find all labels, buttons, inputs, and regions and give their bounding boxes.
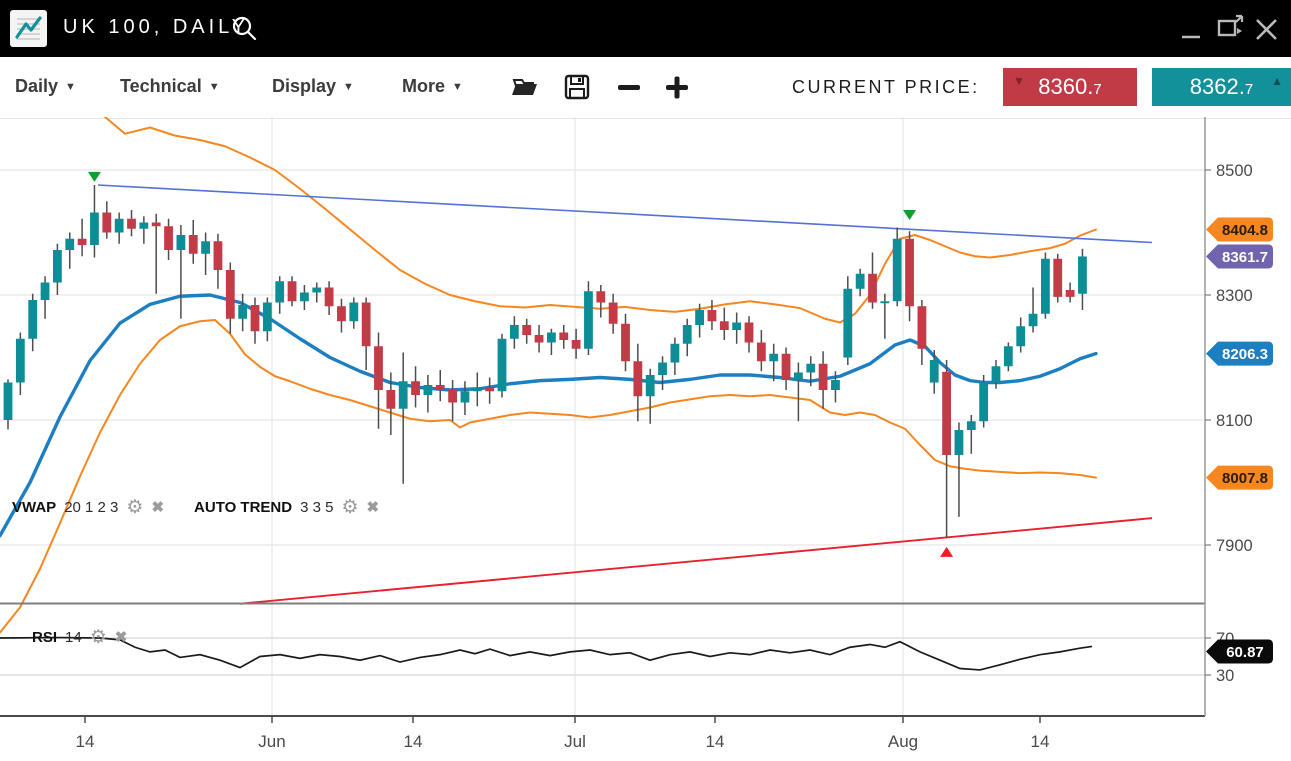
svg-text:8361.7: 8361.7 xyxy=(1222,249,1268,266)
svg-text:8007.8: 8007.8 xyxy=(1222,470,1268,487)
rsi-indicator-params: 14 xyxy=(65,629,82,646)
autotrend-indicator-params: 3 3 5 xyxy=(300,499,334,516)
vwap-settings-gear-icon[interactable]: ⚙ xyxy=(126,497,144,518)
price-tag: 8361.7 xyxy=(1206,244,1273,269)
indicator-legend-row: VWAP 20 1 2 3 ⚙ ✖ AUTO TREND 3 3 5 ⚙ ✖ xyxy=(12,498,379,517)
vwap-remove-icon[interactable]: ✖ xyxy=(151,499,165,516)
x-axis-labels: 14 Jun 14 Jul 14 Aug 14 xyxy=(76,716,1050,751)
open-folder-icon[interactable] xyxy=(510,72,540,102)
price-up-arrow-icon: ▲ xyxy=(1271,74,1283,88)
sell-price-frac: 7 xyxy=(1093,81,1102,98)
svg-text:Aug: Aug xyxy=(888,732,918,751)
minimize-icon[interactable] xyxy=(1176,12,1208,44)
svg-text:Jul: Jul xyxy=(564,732,586,751)
buy-price-frac: 7 xyxy=(1244,81,1254,98)
vwap-indicator-label: VWAP xyxy=(12,499,57,516)
buy-price-button[interactable]: 8362.7 ▲ xyxy=(1152,68,1291,106)
menu-more[interactable]: More ▼ xyxy=(402,76,463,97)
autotrend-remove-icon[interactable]: ✖ xyxy=(366,499,380,516)
title-bar: UK 100, DAILY xyxy=(0,0,1291,57)
svg-text:14: 14 xyxy=(706,732,725,751)
signal-down-arrow xyxy=(87,171,101,182)
price-tag: 8007.8 xyxy=(1206,465,1273,490)
svg-text:8300: 8300 xyxy=(1216,287,1253,305)
app-logo-icon xyxy=(10,10,47,47)
menu-timeframe-label: Daily xyxy=(15,76,59,96)
price-tag: 8404.8 xyxy=(1206,217,1273,242)
menu-display-label: Display xyxy=(272,76,337,96)
buy-price-value: 8362. xyxy=(1189,74,1245,99)
chart-title: UK 100, DAILY xyxy=(63,16,250,38)
trendline-support xyxy=(239,517,1153,605)
zoom-in-icon[interactable] xyxy=(662,72,692,102)
svg-text:8500: 8500 xyxy=(1216,162,1253,180)
rsi-settings-gear-icon[interactable]: ⚙ xyxy=(89,627,107,648)
svg-text:14: 14 xyxy=(1031,732,1050,751)
toolbar: Daily ▼ Technical ▼ Display ▼ More ▼ CURRENT… xyxy=(0,57,1291,119)
svg-text:8100: 8100 xyxy=(1216,412,1253,430)
svg-text:60.87: 60.87 xyxy=(1226,644,1264,661)
autotrend-settings-gear-icon[interactable]: ⚙ xyxy=(341,497,359,518)
svg-text:14: 14 xyxy=(404,732,423,751)
svg-text:14: 14 xyxy=(76,732,95,751)
svg-text:8404.8: 8404.8 xyxy=(1222,222,1268,239)
signal-down-arrow xyxy=(903,210,917,220)
rsi-remove-icon[interactable]: ✖ xyxy=(114,629,128,646)
price-tag: 60.87 xyxy=(1206,639,1273,664)
chevron-down-icon: ▼ xyxy=(452,81,463,93)
svg-text:8206.3: 8206.3 xyxy=(1222,346,1268,363)
close-icon[interactable] xyxy=(1250,12,1282,44)
signal-up-arrow xyxy=(940,546,954,557)
price-down-arrow-icon: ▼ xyxy=(1013,74,1025,88)
chevron-down-icon: ▼ xyxy=(65,81,76,93)
rsi-indicator-label: RSI xyxy=(32,629,58,646)
zoom-out-icon[interactable] xyxy=(614,72,644,102)
current-price-label: CURRENT PRICE: xyxy=(792,77,980,97)
vwap-indicator-params: 20 1 2 3 xyxy=(64,499,119,516)
price-tag: 8206.3 xyxy=(1206,341,1273,366)
menu-display[interactable]: Display ▼ xyxy=(272,76,354,97)
save-icon[interactable] xyxy=(562,72,592,102)
svg-text:Jun: Jun xyxy=(258,732,285,751)
vwap-bands xyxy=(0,117,1098,634)
rsi-line xyxy=(0,636,1093,671)
menu-more-label: More xyxy=(402,76,446,96)
search-icon[interactable] xyxy=(230,14,258,42)
menu-technical[interactable]: Technical ▼ xyxy=(120,76,220,97)
chart-area: 8500 8300 8100 7900 70 30 14 Jun 14 Jul 14 Aug 14 840… xyxy=(0,117,1291,761)
menu-technical-label: Technical xyxy=(120,76,202,96)
chevron-down-icon: ▼ xyxy=(343,81,354,93)
sell-price-button[interactable]: ▼ 8360.7 xyxy=(1003,68,1137,106)
rsi-legend-row: RSI 14 ⚙ ✖ xyxy=(32,628,127,647)
svg-text:30: 30 xyxy=(1216,667,1234,685)
autotrend-indicator-label: AUTO TREND xyxy=(194,499,293,516)
popout-icon[interactable] xyxy=(1214,12,1246,44)
sell-price-value: 8360. xyxy=(1038,74,1094,99)
menu-timeframe[interactable]: Daily ▼ xyxy=(15,76,76,97)
svg-text:7900: 7900 xyxy=(1216,537,1253,555)
trendline-resistance xyxy=(97,184,1153,244)
chevron-down-icon: ▼ xyxy=(208,81,220,93)
candles xyxy=(3,185,1087,539)
